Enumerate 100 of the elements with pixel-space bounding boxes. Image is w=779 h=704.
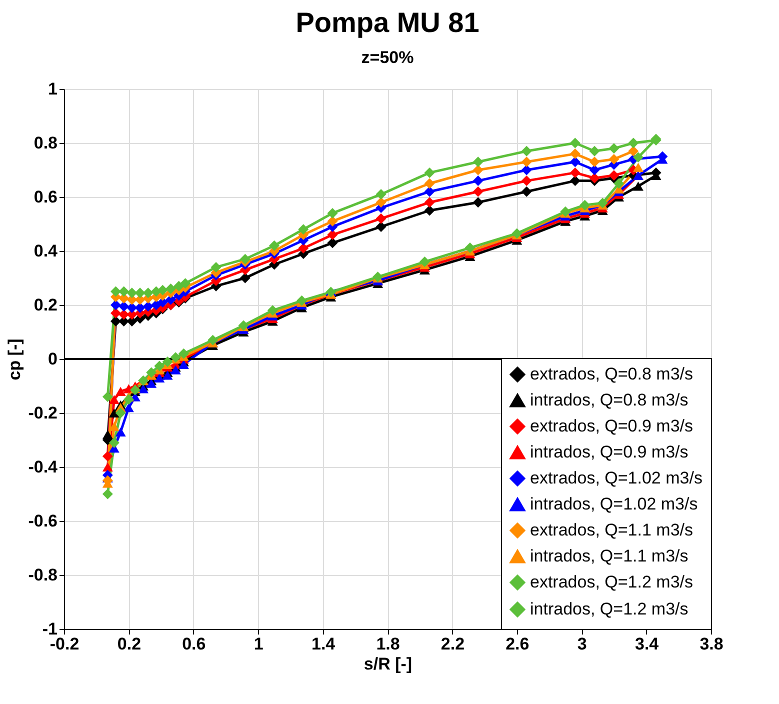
point [210,262,222,272]
point [424,186,435,197]
point [123,403,134,412]
point [108,394,120,404]
point [628,146,639,156]
point [376,189,386,200]
chart-subtitle: z=50% [361,48,414,67]
x-tick-label: 2.6 [506,634,530,654]
point [570,156,580,168]
point [162,370,173,380]
point [327,208,338,218]
y-tick-label: 0.6 [34,188,58,206]
point [464,242,476,254]
y-tick-label: -0.6 [28,512,58,530]
point [267,305,278,316]
point [166,284,176,294]
point [570,176,580,186]
point [632,152,644,163]
point [296,295,308,306]
x-tick-label: 0.6 [182,634,206,654]
point [298,224,309,235]
point [376,221,386,232]
point [521,146,532,156]
point [157,284,168,296]
point [102,462,113,472]
point [162,356,173,367]
point [102,430,113,440]
legend-label: extrados, Q=1.2 m3/s [530,572,693,592]
point [521,164,532,176]
point [570,138,580,148]
point [521,176,532,186]
point [154,360,165,372]
x-tick-label: 1 [254,634,264,654]
x-tick-label: 1.4 [311,634,336,654]
point [472,176,484,186]
x-tick-label: 0.2 [117,634,142,654]
point [608,170,620,181]
point [102,450,113,462]
y-tick-label: -0.4 [28,458,58,476]
point [102,488,113,500]
legend-label: intrados, Q=1.1 m3/s [530,546,688,566]
point [134,288,146,298]
point [178,360,189,369]
point [424,167,435,178]
x-tick-label: 1.8 [376,634,400,654]
point [327,230,338,240]
legend-label: intrados, Q=0.9 m3/s [530,442,688,462]
point [376,213,386,224]
point [628,138,639,148]
legend-label: intrados, Q=1.2 m3/s [530,600,688,618]
point [142,288,154,298]
point [208,334,218,346]
point [589,164,600,176]
chart-title: Pompa MU 81 [296,7,480,38]
point [589,172,600,184]
point [126,302,138,313]
point [118,286,130,297]
point [102,392,113,402]
x-tick-label: 2.2 [440,634,465,654]
point [327,216,338,227]
legend-label: extrados, Q=1.02 m3/s [530,468,702,488]
point [126,288,138,298]
point [472,186,484,197]
point [560,206,571,217]
point [110,308,122,318]
point [570,148,580,160]
point [472,197,484,208]
legend-label: extrados, Q=0.9 m3/s [530,416,693,436]
point [108,437,120,448]
point [424,205,435,216]
point [115,408,126,418]
y-tick-label: 0 [48,350,58,368]
y-tick-label: 0.2 [34,296,58,314]
point [240,272,250,284]
x-axis-title: s/R [-] [364,654,412,674]
point [376,197,386,208]
point [632,182,644,191]
point [134,302,146,313]
point [170,365,181,374]
point [589,156,600,168]
point [298,243,309,254]
y-tick-label: 1 [48,80,58,98]
point [154,373,165,382]
point [240,254,250,264]
point [570,167,580,178]
point [118,301,130,312]
legend-label: intrados, Q=0.8 m3/s [530,390,688,410]
point [419,256,430,268]
point [115,386,126,396]
y-tick-label: -0.2 [28,404,58,422]
point [589,146,600,156]
point [123,394,134,405]
point [115,427,126,436]
legend-label: extrados, Q=1.1 m3/s [530,520,693,540]
point [424,197,435,208]
point [180,278,191,289]
y-tick-label: 0.4 [34,242,58,260]
point [327,238,338,248]
y-axis-title: cp [-] [5,338,24,380]
x-tick-label: 3.8 [700,634,724,654]
